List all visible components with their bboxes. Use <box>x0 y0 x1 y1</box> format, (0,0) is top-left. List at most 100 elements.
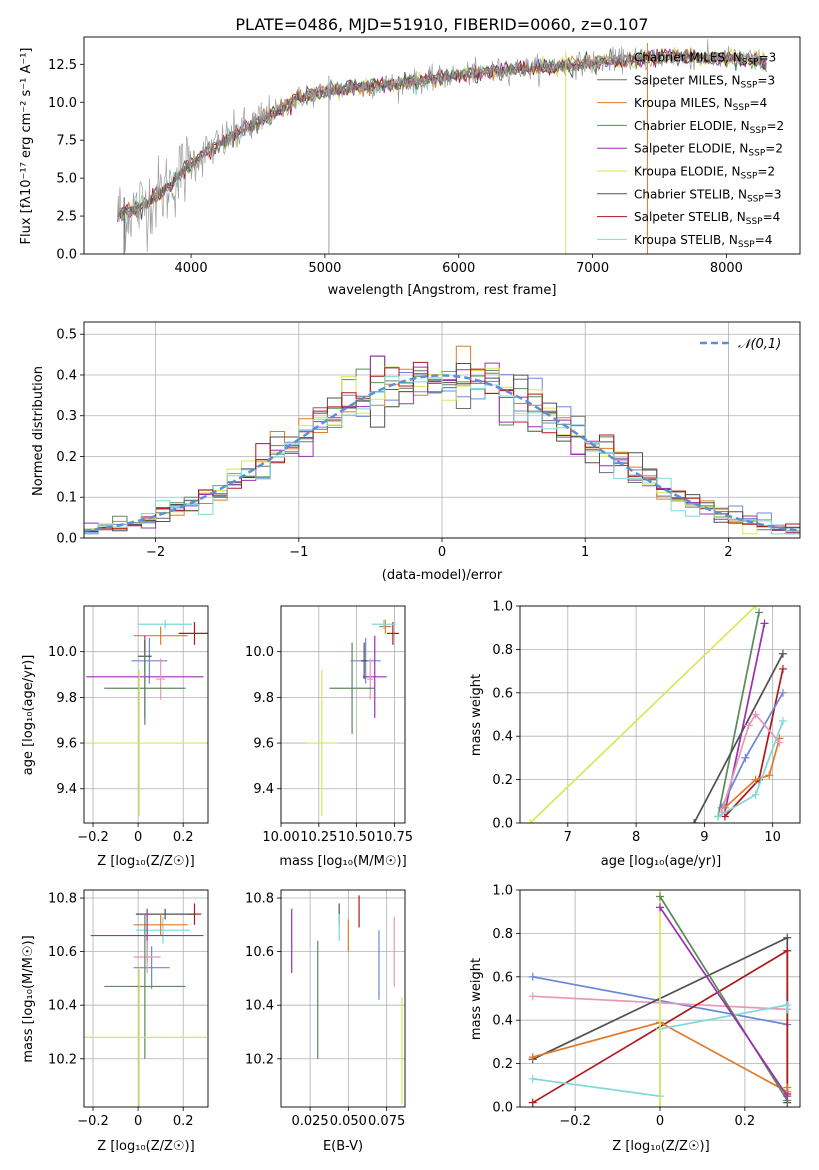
weight-age-marker <box>778 664 787 673</box>
mass-ebv-panel: 0.025 0.050 0.075 10.2 10.4 10.6 10.8 E(B-V) <box>245 889 406 1154</box>
spectrum-legend-label: Kroupa ELODIE, NSSP=2 <box>634 165 775 182</box>
age-mass-ytick-label: 10.0 <box>245 645 274 660</box>
weight-z-marker <box>528 1074 537 1083</box>
weight-age-frame <box>519 605 801 824</box>
mass-z-ytick-label: 10.8 <box>48 892 77 907</box>
weight-age-marker <box>690 819 699 823</box>
weight-z-marker <box>528 1098 537 1107</box>
weight-age-marker <box>751 790 760 799</box>
mass-ebv-xlabel: E(B-V) <box>323 1139 363 1154</box>
histogram-xlabel: (data-model)/error <box>382 568 503 583</box>
age-mass-xtick-label: 10.00 <box>262 830 299 845</box>
weight-z-ylabel: mass weight <box>469 958 484 1040</box>
histogram-ytick-label: 0.4 <box>56 368 77 383</box>
age-mass-xtick-label: 10.50 <box>338 830 375 845</box>
spectrum-ytick-label: 2.5 <box>56 210 77 225</box>
weight-z-xtick-label: −0.2 <box>559 1114 591 1129</box>
weight-z-series-line <box>659 906 789 1097</box>
mass-ebv-xtick-label: 0.075 <box>368 1114 405 1129</box>
weight-z-ytick-label: 0.0 <box>492 1101 513 1116</box>
weight-age-xtick-label: 8 <box>632 830 640 845</box>
spectrum-ytick-label: 12.5 <box>48 58 77 73</box>
spectrum-ytick-label: 10.0 <box>48 96 77 111</box>
weight-z-xtick-label: 0.2 <box>735 1114 756 1129</box>
weight-age-series-line <box>693 653 784 823</box>
spectrum-xtick-label: 7000 <box>576 261 609 276</box>
spectrum-panel: 4000 5000 6000 7000 8000 0.0 2.5 5.0 7.5 10.0 12.5… <box>19 36 801 298</box>
figure-title: PLATE=0486, MJD=51910, FIBERID=0060, z=0… <box>235 15 648 34</box>
weight-age-ytick-label: 0.8 <box>492 643 513 658</box>
weight-age-ytick-label: 0.4 <box>492 730 513 745</box>
spectrum-legend-label: Salpeter ELODIE, NSSP=2 <box>634 142 783 159</box>
weight-z-ytick-label: 0.4 <box>492 1014 513 1029</box>
weight-z-ytick-label: 0.6 <box>492 970 513 985</box>
weight-z-ytick-label: 1.0 <box>492 884 513 899</box>
age-mass-ytick-label: 9.8 <box>253 691 274 706</box>
age-z-ytick-label: 9.6 <box>56 737 77 752</box>
age-mass-xlabel: mass [log₁₀(M/M☉)] <box>279 854 406 869</box>
weight-age-marker <box>765 771 774 780</box>
spectrum-xtick-label: 4000 <box>175 261 208 276</box>
spectrum-xtick-label: 5000 <box>308 261 341 276</box>
histogram-ytick-label: 0.5 <box>56 328 77 343</box>
weight-age-marker <box>760 619 769 628</box>
weight-age-marker <box>778 649 787 658</box>
age-metallicity-panel: −0.2 0 0.2 9.4 9.6 9.8 10.0 Z [log₁₀(Z/Z☉)] ag… <box>21 605 209 869</box>
age-z-xlabel: Z [log₁₀(Z/Z☉)] <box>97 854 194 869</box>
weight-z-xtick-label: 0 <box>656 1114 664 1129</box>
weight-age-marker <box>526 819 535 823</box>
spectrum-ytick-label: 5.0 <box>56 172 77 187</box>
weight-age-series-line <box>717 612 760 817</box>
histogram-legend: 𝒩(0,1) <box>700 337 781 352</box>
age-mass-xtick-label: 10.75 <box>376 830 413 845</box>
age-mass-frame <box>280 605 406 824</box>
weight-z-xlabel: Z [log₁₀(Z/Z☉)] <box>612 1139 709 1154</box>
mass-ebv-ytick-label: 10.4 <box>245 999 274 1014</box>
weight-age-panel: 7 8 9 10 0.0 0.2 0.4 0.6 0.8 1.0 age [log₁₀(age/y… <box>469 600 801 869</box>
weight-z-marker <box>528 1053 537 1062</box>
weight-age-series-line <box>529 606 757 823</box>
spectrum-ytick-label: 7.5 <box>56 134 77 149</box>
spectrum-legend-label: Chabrier ELODIE, NSSP=2 <box>634 119 784 136</box>
age-z-ytick-label: 10.0 <box>48 645 77 660</box>
weight-age-xtick-label: 7 <box>564 830 572 845</box>
weight-age-marker <box>744 721 753 730</box>
age-z-ylabel: age [log₁₀(age/yr)] <box>21 655 36 776</box>
weight-age-marker <box>775 738 784 747</box>
spectrum-xtick-label: 8000 <box>710 261 743 276</box>
weight-age-marker <box>778 717 787 726</box>
weight-age-ytick-label: 0.0 <box>492 817 513 832</box>
spectrum-legend-label: Chabrier MILES, NSSP=3 <box>634 51 776 68</box>
weight-age-marker <box>755 608 764 617</box>
mass-z-xtick-label: 0.2 <box>173 1114 194 1129</box>
mass-z-ytick-label: 10.2 <box>48 1052 77 1067</box>
histogram-xtick-label: −1 <box>289 545 308 560</box>
histogram-xtick-label: 2 <box>724 545 732 560</box>
weight-z-marker <box>528 992 537 1001</box>
age-z-xtick-label: −0.2 <box>77 830 109 845</box>
weight-age-ytick-label: 1.0 <box>492 600 513 615</box>
weight-z-marker <box>656 892 664 901</box>
spectrum-ytick-label: 0.0 <box>56 248 77 263</box>
spectrum-frame <box>83 36 801 255</box>
weight-z-ytick-label: 0.2 <box>492 1057 513 1072</box>
histogram-xtick-label: −2 <box>146 545 165 560</box>
mass-z-ytick-label: 10.4 <box>48 999 77 1014</box>
age-z-xtick-label: 0.2 <box>173 830 194 845</box>
weight-age-xlabel: age [log₁₀(age/yr)] <box>601 854 722 869</box>
weight-age-ytick-label: 0.2 <box>492 773 513 788</box>
histogram-ylabel: Normed distribution <box>31 366 46 496</box>
spectrum-legend-label: Salpeter STELIB, NSSP=4 <box>634 210 780 227</box>
weight-z-marker <box>783 933 792 942</box>
weight-z-marker <box>783 946 792 955</box>
weight-age-ytick-label: 0.6 <box>492 686 513 701</box>
histogram-ytick-label: 0.2 <box>56 450 77 465</box>
normal-legend-label: 𝒩(0,1) <box>738 337 781 352</box>
histogram-xtick-label: 0 <box>438 545 446 560</box>
histogram-ytick-label: 0.3 <box>56 409 77 424</box>
weight-age-marker <box>751 710 760 719</box>
mass-ebv-ytick-label: 10.6 <box>245 945 274 960</box>
mass-z-xtick-label: 0 <box>134 1114 142 1129</box>
age-z-ytick-label: 9.4 <box>56 782 77 797</box>
